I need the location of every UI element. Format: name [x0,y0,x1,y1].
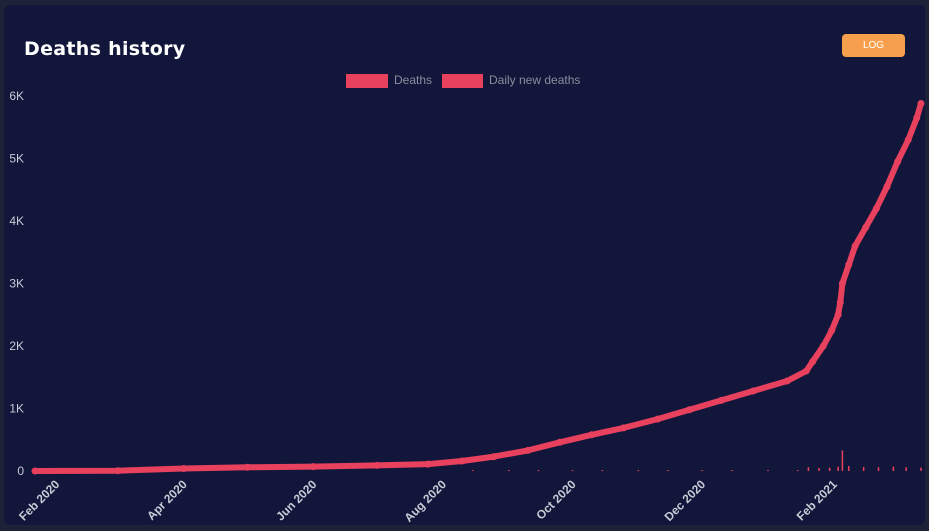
deaths-point[interactable] [913,114,921,122]
deaths-point[interactable] [838,280,846,287]
daily-death-bar [471,470,474,471]
daily-death-bar [701,470,703,471]
chart-legend: Deaths Daily new deaths [346,73,580,88]
deaths-point[interactable] [819,342,827,350]
log-scale-button[interactable]: LOG [842,34,905,57]
deaths-point[interactable] [894,158,902,166]
daily-death-bar [537,470,540,471]
daily-death-bar [905,467,907,471]
y-tick-label: 4K [9,214,24,228]
deaths-point[interactable] [309,463,317,471]
daily-death-bar [601,470,604,471]
daily-death-bar [818,467,820,471]
daily-death-bar [508,470,510,471]
daily-death-bar [841,450,844,471]
daily-death-bar [667,470,669,471]
chart-title: Deaths history [24,38,186,60]
daily-new-deaths-series [471,450,922,471]
x-tick-label: Apr 2020 [144,477,190,523]
deaths-point[interactable] [458,457,466,465]
x-axis: Feb 2020 Apr 2020 Jun 2020 Aug 2020 Oct 2020… [16,477,840,525]
chart-card [4,5,925,525]
deaths-point[interactable] [556,438,564,446]
daily-death-bar [807,467,810,471]
deaths-point[interactable] [802,367,810,375]
deaths-point[interactable] [836,298,844,306]
daily-death-bar [637,470,640,471]
deaths-point[interactable] [783,377,791,385]
x-tick-label: Oct 2020 [533,477,579,523]
daily-death-bar [797,470,799,471]
daily-death-bar [877,467,880,471]
deaths-point[interactable] [749,387,757,395]
deaths-point[interactable] [828,326,836,334]
deaths-point[interactable] [524,446,532,454]
daily-death-bar [920,467,922,471]
deaths-point[interactable] [180,465,188,472]
deaths-point[interactable] [917,100,925,107]
deaths-point[interactable] [904,136,912,144]
legend-label-daily-new-deaths[interactable]: Daily new deaths [489,73,580,87]
deaths-series [31,100,925,475]
deaths-point[interactable] [862,223,870,231]
deaths-point[interactable] [845,261,853,269]
x-tick-label: Feb 2021 [794,477,840,523]
deaths-point[interactable] [834,311,842,319]
y-tick-label: 3K [9,277,24,291]
legend-swatch-deaths[interactable] [346,74,388,88]
daily-death-bar [828,467,831,471]
deaths-point[interactable] [851,242,859,250]
deaths-point[interactable] [883,183,891,191]
x-tick-label: Feb 2020 [16,477,62,523]
deaths-point[interactable] [620,424,628,432]
deaths-point[interactable] [114,467,122,475]
deaths-point[interactable] [685,406,693,414]
deaths-point[interactable] [424,460,432,468]
daily-death-bar [862,466,865,471]
deaths-point[interactable] [717,396,725,404]
daily-death-bar [837,466,839,471]
deaths-point[interactable] [243,463,251,471]
daily-death-bar [571,470,574,471]
deaths-point[interactable] [809,358,817,366]
daily-death-bar [731,470,733,471]
y-tick-label: 6K [9,89,24,103]
daily-death-bar [892,466,895,471]
legend-swatch-daily-new-deaths[interactable] [442,74,483,88]
legend-label-deaths[interactable]: Deaths [394,73,432,87]
deaths-point[interactable] [872,205,880,212]
x-tick-label: Aug 2020 [401,477,449,525]
deaths-point[interactable] [373,461,381,469]
daily-death-bar [767,470,769,471]
y-tick-label: 2K [9,339,24,353]
y-tick-label: 5K [9,152,24,166]
x-tick-label: Jun 2020 [273,477,319,523]
deaths-point[interactable] [31,467,39,475]
y-axis: 0 1K 2K 3K 4K 5K 6K [9,89,24,478]
deaths-point[interactable] [490,453,498,461]
deaths-point[interactable] [588,431,596,439]
y-tick-label: 1K [9,402,24,416]
x-tick-label: Dec 2020 [662,477,709,524]
daily-death-bar [848,466,850,471]
deaths-point[interactable] [654,415,662,423]
deaths-line [32,100,924,474]
y-tick-label: 0 [17,464,24,478]
